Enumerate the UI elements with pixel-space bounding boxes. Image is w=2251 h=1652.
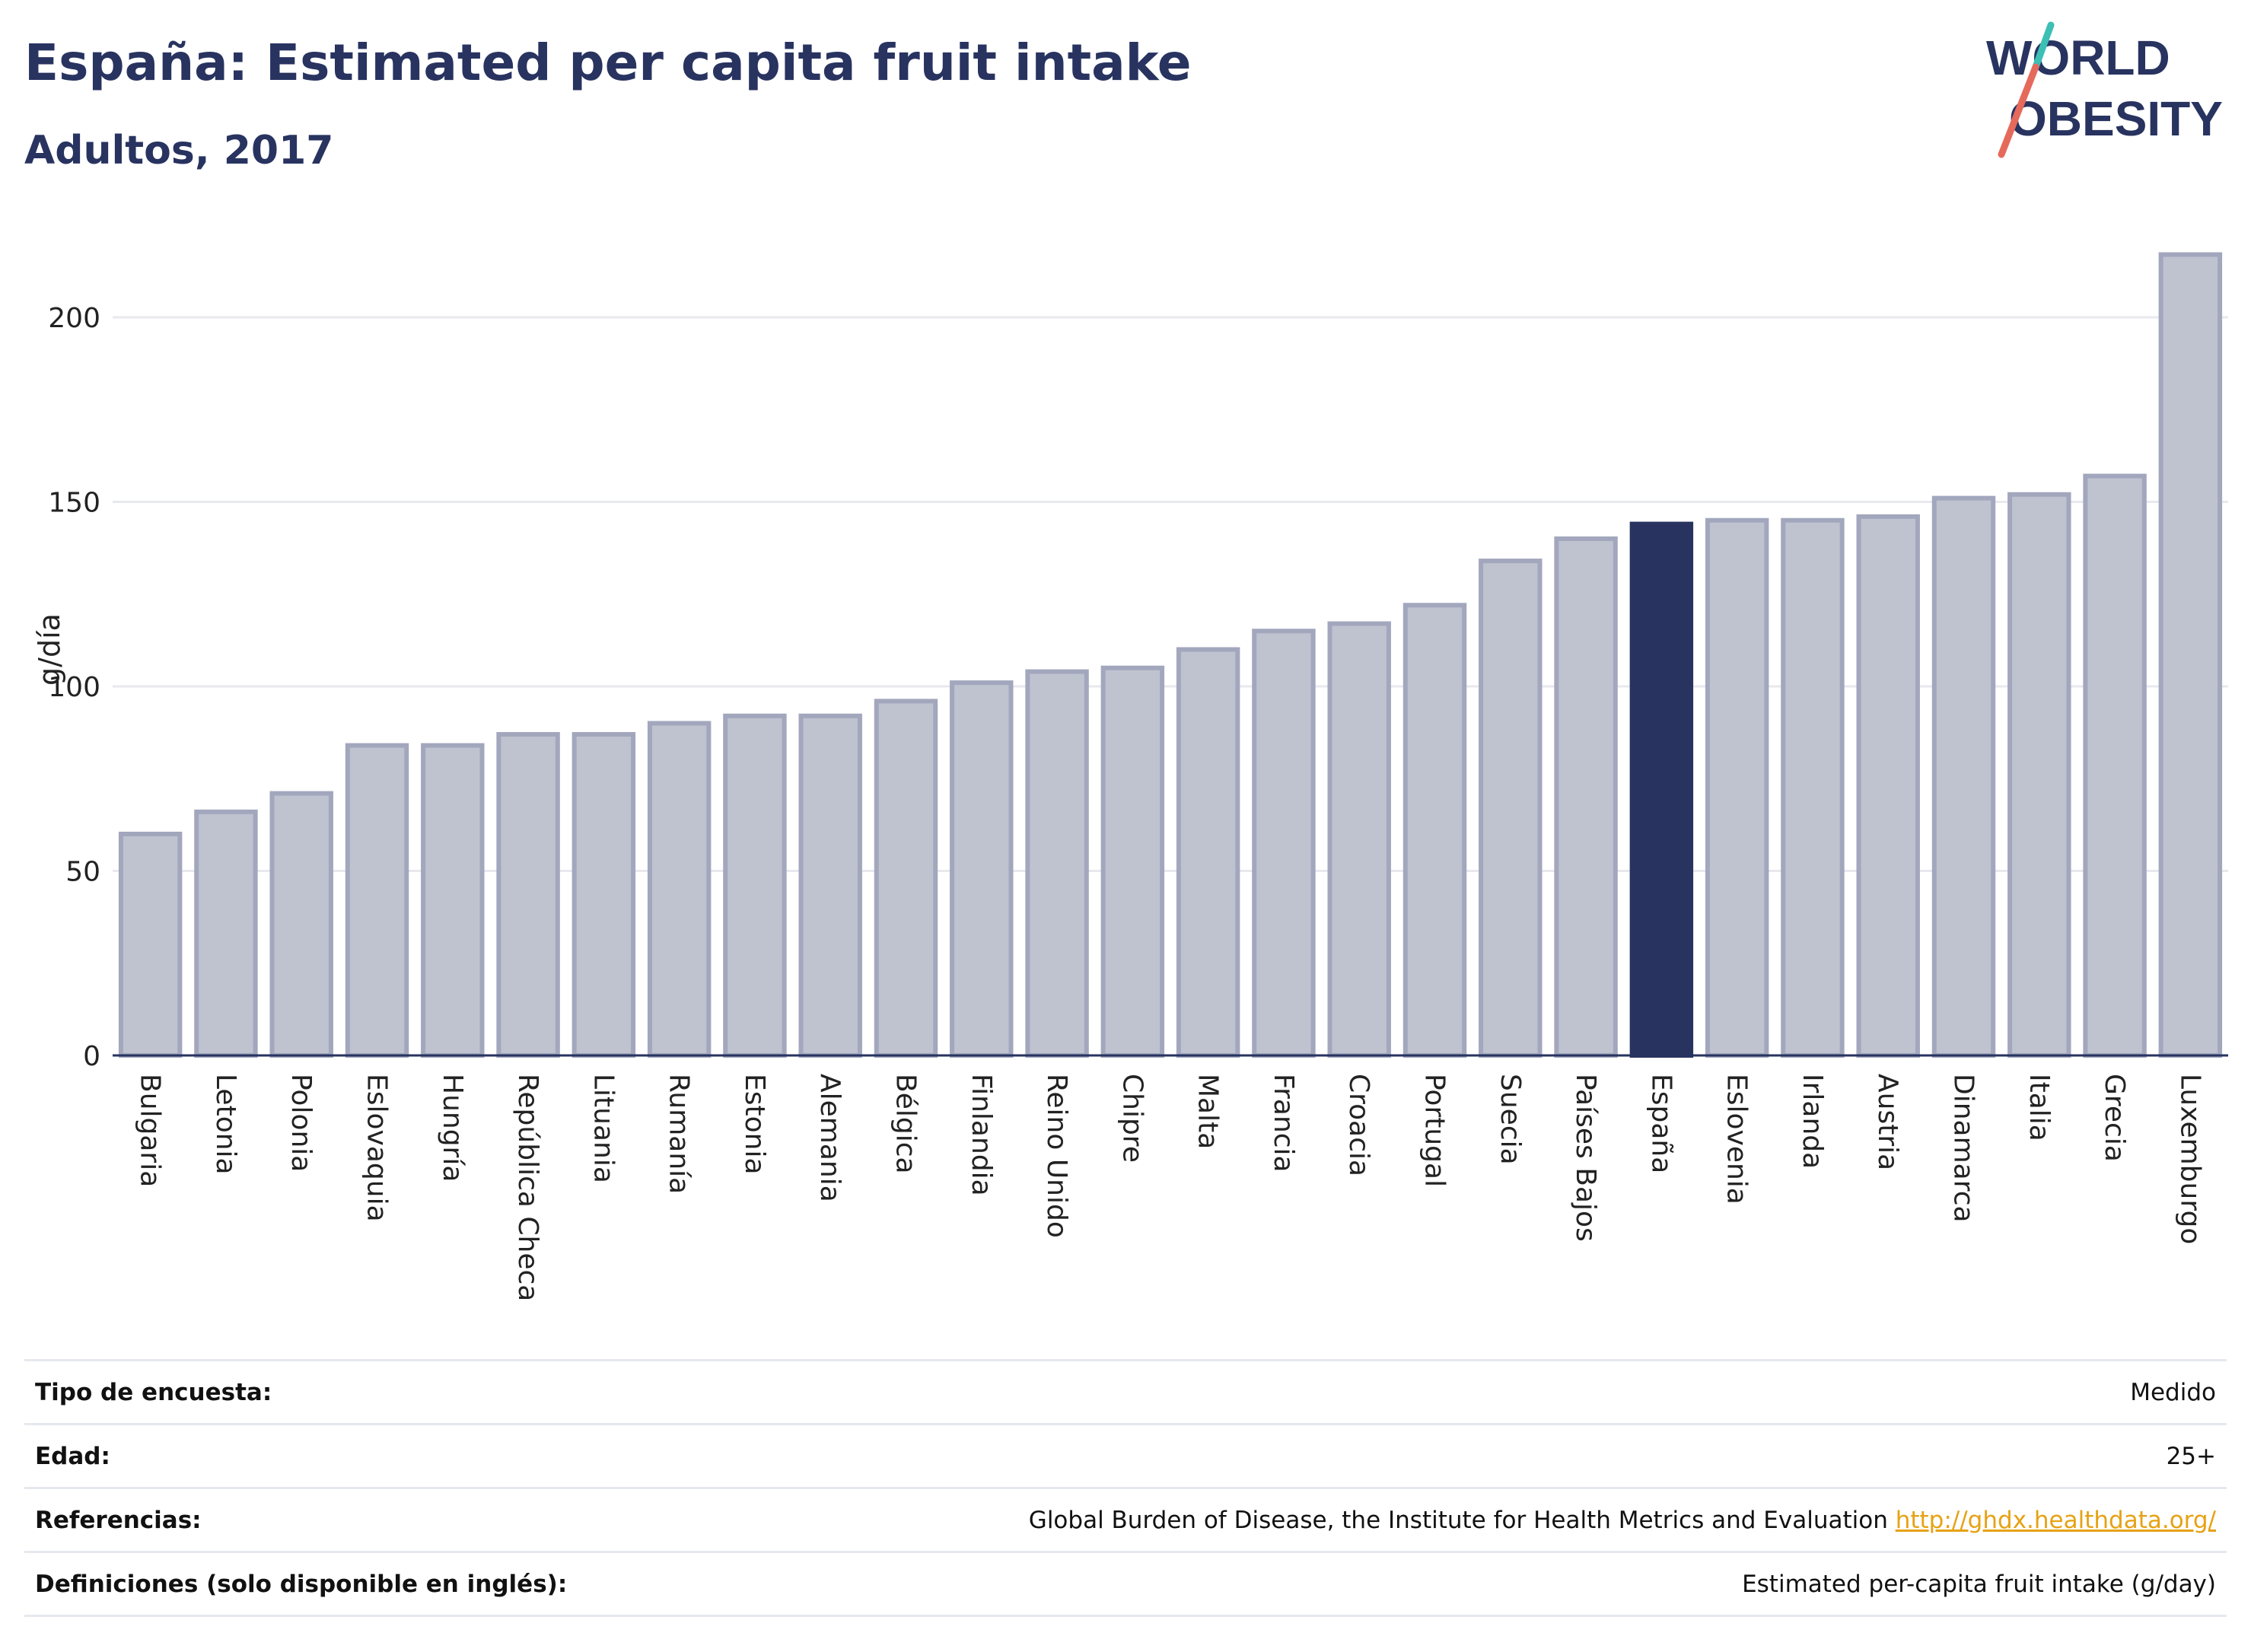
x-tick-label: Bélgica <box>890 1074 922 1174</box>
x-tick-label: Hungría <box>437 1074 468 1182</box>
meta-label: Definiciones (solo disponible en inglés)… <box>24 1551 716 1617</box>
bar-reino-unido[interactable] <box>1025 669 1089 1058</box>
x-tick-label: Estonia <box>739 1074 770 1175</box>
world-obesity-logo: WORLD OBESITY <box>1986 21 2223 158</box>
x-tick-label: Malta <box>1192 1074 1224 1149</box>
bar-eslovaquia[interactable] <box>345 743 409 1058</box>
meta-label: Edad: <box>24 1423 716 1488</box>
bar-chipre[interactable] <box>1100 665 1165 1058</box>
meta-row-references: Referencias: Global Burden of Disease, t… <box>24 1487 2227 1552</box>
meta-value: Medido <box>715 1359 2227 1424</box>
bars <box>118 252 2223 1058</box>
bar-eslovenia[interactable] <box>1705 517 1769 1058</box>
bar-suecia[interactable] <box>1479 559 1543 1058</box>
y-tick-label: 0 <box>83 1041 100 1072</box>
meta-row-survey-type: Tipo de encuesta: Medido <box>24 1359 2227 1424</box>
bar-polonia[interactable] <box>269 791 333 1058</box>
x-tick-label: Letonia <box>210 1074 241 1175</box>
bar-bulgaria[interactable] <box>118 832 183 1058</box>
chart-subtitle: Adultos, 2017 <box>24 128 334 173</box>
y-tick-label: 50 <box>65 857 100 888</box>
meta-row-definitions: Definiciones (solo disponible en inglés)… <box>24 1551 2227 1617</box>
x-tick-label: Croacia <box>1343 1074 1374 1176</box>
bar-austria[interactable] <box>1856 514 1920 1058</box>
x-tick-label: Portugal <box>1419 1074 1450 1187</box>
x-tick-label: Lituania <box>587 1074 619 1183</box>
reference-link[interactable]: http://ghdx.healthdata.org/ <box>1895 1506 2216 1534</box>
y-tick-label: 100 <box>48 672 100 703</box>
x-tick-label: Eslovenia <box>1721 1074 1753 1205</box>
x-tick-label: Rumanía <box>664 1074 695 1194</box>
y-tick-label: 150 <box>48 488 100 519</box>
x-tick-label: Países Bajos <box>1570 1074 1601 1242</box>
bar-países-bajos[interactable] <box>1554 536 1618 1058</box>
bar-luxemburgo[interactable] <box>2158 252 2223 1058</box>
bar-irlanda[interactable] <box>1781 517 1845 1058</box>
x-tick-label: Eslovaquia <box>361 1074 393 1222</box>
y-axis-ticks: 0 50 100 150 200 <box>48 303 100 1072</box>
meta-value: Estimated per-capita fruit intake (g/day… <box>715 1551 2227 1617</box>
bar-alemania[interactable] <box>798 713 862 1058</box>
x-axis-ticks: Bulgaria Letonia Polonia Eslovaquia Hungría R… <box>113 1054 2228 1301</box>
x-tick-label: Polonia <box>285 1074 317 1172</box>
x-tick-label: Alemania <box>814 1074 845 1202</box>
x-tick-label: Grecia <box>2099 1074 2130 1162</box>
x-tick-label: Irlanda <box>1797 1074 1828 1169</box>
logo-text-world: WORLD <box>1986 30 2170 85</box>
bar-rumanía[interactable] <box>647 721 712 1058</box>
bar-república-checa[interactable] <box>496 732 560 1058</box>
meta-label: Referencias: <box>24 1487 716 1552</box>
x-tick-label: Chipre <box>1116 1074 1148 1163</box>
bar-finlandia[interactable] <box>950 680 1014 1058</box>
bar-hungría[interactable] <box>421 743 485 1058</box>
bar-dinamarca[interactable] <box>1931 495 1996 1058</box>
logo-slash-teal <box>2032 21 2055 71</box>
x-tick-label: Dinamarca <box>1948 1074 1979 1223</box>
chart-title: España: Estimated per capita fruit intak… <box>24 33 1192 92</box>
bar-croacia[interactable] <box>1327 621 1391 1058</box>
x-tick-label: Bulgaria <box>135 1074 166 1187</box>
logo-slash-coral <box>1998 63 2039 158</box>
x-tick-label: Luxemburgo <box>2174 1074 2205 1244</box>
meta-row-age: Edad: 25+ <box>24 1423 2227 1488</box>
x-tick-label: Suecia <box>1495 1074 1526 1165</box>
bar-bélgica[interactable] <box>874 699 938 1058</box>
bar-italia[interactable] <box>2007 492 2071 1058</box>
meta-value: Global Burden of Disease, the Institute … <box>715 1487 2227 1552</box>
x-tick-label: Reino Unido <box>1041 1074 1072 1238</box>
x-tick-label: Austria <box>1872 1074 1903 1170</box>
bar-españa[interactable] <box>1629 521 1694 1058</box>
bar-grecia[interactable] <box>2083 473 2147 1058</box>
logo-text-obesity: OBESITY <box>2009 91 2223 146</box>
x-tick-label: Finlandia <box>966 1074 997 1196</box>
y-tick-label: 200 <box>48 303 100 334</box>
bar-chart: 0 50 100 150 200 Bulgaria Letonia Polonia Eslov… <box>33 252 2228 1301</box>
x-tick-label: Francia <box>1268 1074 1299 1173</box>
bar-francia[interactable] <box>1252 629 1316 1058</box>
x-tick-label: España <box>1645 1074 1676 1173</box>
bar-malta[interactable] <box>1176 647 1240 1058</box>
x-tick-label: Italia <box>2023 1074 2055 1141</box>
bar-portugal[interactable] <box>1402 603 1467 1058</box>
reference-text: Global Burden of Disease, the Institute … <box>1028 1506 1888 1534</box>
x-tick-label: República Checa <box>512 1074 543 1301</box>
meta-label: Tipo de encuesta: <box>24 1359 716 1424</box>
meta-value: 25+ <box>715 1423 2227 1488</box>
bar-letonia[interactable] <box>194 809 258 1058</box>
metadata-table: Tipo de encuesta: Medido Edad: 25+ Refer… <box>24 1359 2227 1617</box>
bar-lituania[interactable] <box>572 732 636 1058</box>
bar-estonia[interactable] <box>723 713 787 1058</box>
y-axis-label: g/día <box>33 613 66 686</box>
